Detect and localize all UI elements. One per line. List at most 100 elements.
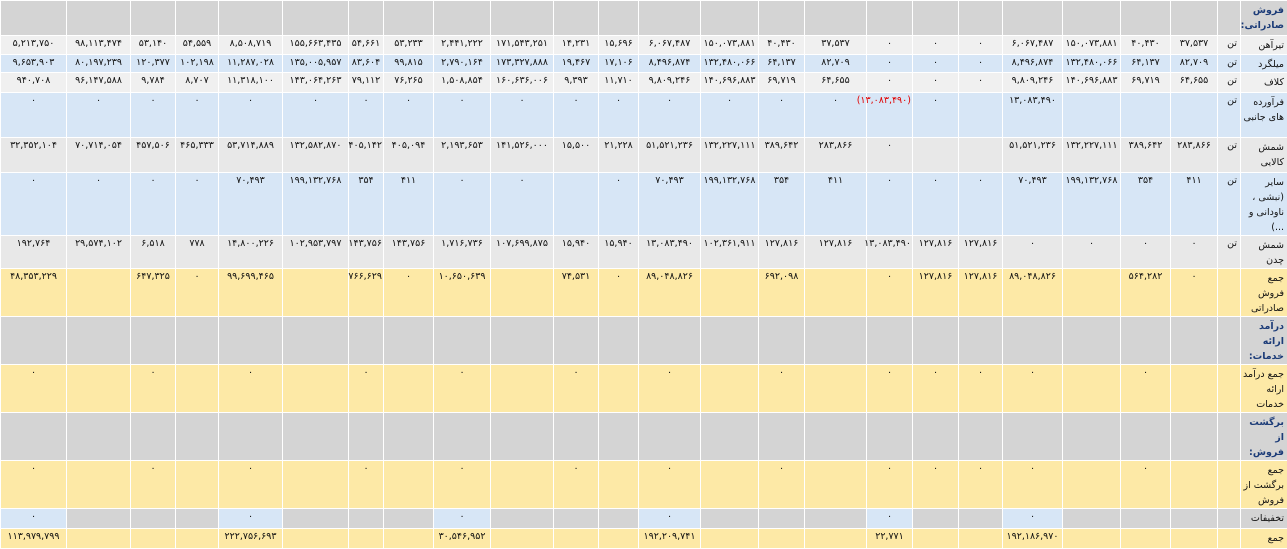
value-cell <box>1063 529 1121 549</box>
value-cell: ۰ <box>913 173 959 236</box>
value-cell: ۰ <box>1063 236 1121 269</box>
value-cell: ۳۵۴ <box>1121 173 1171 236</box>
value-cell: ۳۷,۵۳۷ <box>1171 36 1218 55</box>
value-cell <box>759 1 805 36</box>
value-cell: ۰ <box>867 509 913 529</box>
value-cell: ۲۲,۷۷۱ <box>867 529 913 549</box>
row-label: جمع فروش صادراتی <box>1241 269 1287 317</box>
value-cell <box>805 365 867 413</box>
value-cell: ۲۲۲,۷۵۶,۶۹۳ <box>219 529 283 549</box>
value-cell: ۰ <box>131 173 176 236</box>
value-cell: ۴۰,۴۳۰ <box>1121 36 1171 55</box>
value-cell: ۰ <box>959 73 1003 93</box>
value-cell: ۰ <box>67 173 131 236</box>
value-cell <box>67 509 131 529</box>
value-cell: ۱۹۲,۷۶۴ <box>1 236 67 269</box>
value-cell: ۱۵۰,۰۷۳,۸۸۱ <box>701 36 759 55</box>
value-cell <box>805 529 867 549</box>
value-cell: ۱۷۳,۳۲۷,۸۸۸ <box>491 55 554 73</box>
value-cell: ۵۳,۷۱۴,۸۸۹ <box>219 138 283 173</box>
unit-cell: تن <box>1218 73 1241 93</box>
value-cell: ۱۳,۰۸۳,۴۹۰ <box>867 236 913 269</box>
value-cell: ۱۵,۶۹۶ <box>599 36 639 55</box>
value-cell <box>639 317 701 365</box>
value-cell: ۰ <box>959 173 1003 236</box>
value-cell <box>599 509 639 529</box>
value-cell: ۹,۸۰۹,۲۴۶ <box>1003 73 1063 93</box>
value-cell: ۷۰,۷۱۴,۰۵۴ <box>67 138 131 173</box>
value-cell: ۱۹۹,۱۳۲,۷۶۸ <box>283 173 349 236</box>
section-row: درآمد ارائه خدمات: <box>1 317 1287 365</box>
value-cell: ۸,۴۹۶,۸۷۴ <box>1003 55 1063 73</box>
value-cell <box>599 461 639 509</box>
value-cell <box>959 1 1003 36</box>
value-cell <box>491 509 554 529</box>
value-cell <box>349 413 384 461</box>
value-cell <box>599 529 639 549</box>
value-cell: ۳۵۴ <box>349 173 384 236</box>
value-cell: ۰ <box>959 55 1003 73</box>
value-cell <box>434 317 491 365</box>
value-cell <box>1171 317 1218 365</box>
value-cell: ۵۱,۵۲۱,۲۳۶ <box>639 138 701 173</box>
value-cell <box>701 413 759 461</box>
value-cell: ۰ <box>599 269 639 317</box>
value-cell <box>959 509 1003 529</box>
value-cell: ۰ <box>913 73 959 93</box>
value-cell <box>491 269 554 317</box>
value-cell: ۰ <box>491 93 554 138</box>
value-cell: ۰ <box>219 93 283 138</box>
value-cell: ۰ <box>867 461 913 509</box>
value-cell: (۱۳,۰۸۳,۴۹۰) <box>867 93 913 138</box>
value-cell <box>67 1 131 36</box>
value-cell: ۱۹,۴۶۷ <box>554 55 599 73</box>
value-cell: ۱۲۷,۸۱۶ <box>959 269 1003 317</box>
value-cell <box>759 529 805 549</box>
value-cell: ۱۰۲,۱۹۸ <box>176 55 219 73</box>
value-cell: ۳۵۴ <box>759 173 805 236</box>
value-cell <box>67 269 131 317</box>
value-cell <box>434 413 491 461</box>
row-label: شمش چدن <box>1241 236 1287 269</box>
unit-cell <box>1218 461 1241 509</box>
value-cell: ۹۶,۱۴۷,۵۸۸ <box>67 73 131 93</box>
value-cell: ۵۱,۵۲۱,۲۳۶ <box>1003 138 1063 173</box>
value-cell: ۸۲,۷۰۹ <box>805 55 867 73</box>
value-cell: ۰ <box>131 365 176 413</box>
value-cell: ۰ <box>131 93 176 138</box>
value-cell <box>599 317 639 365</box>
value-cell: ۵۴,۵۵۹ <box>176 36 219 55</box>
value-cell: ۰ <box>349 365 384 413</box>
value-cell: ۰ <box>867 73 913 93</box>
value-cell: ۳۸۹,۶۴۲ <box>759 138 805 173</box>
value-cell <box>1171 365 1218 413</box>
value-cell: ۱۱,۳۱۸,۱۰۰ <box>219 73 283 93</box>
value-cell: ۹۹,۸۱۵ <box>384 55 434 73</box>
value-cell: ۱,۵۰۸,۸۵۴ <box>434 73 491 93</box>
value-cell: ۶,۰۶۷,۴۸۷ <box>1003 36 1063 55</box>
value-cell: ۰ <box>867 365 913 413</box>
value-cell: ۰ <box>959 365 1003 413</box>
value-cell: ۰ <box>554 365 599 413</box>
value-cell: ۱۹۹,۱۳۲,۷۶۸ <box>1063 173 1121 236</box>
value-cell <box>959 529 1003 549</box>
value-cell: ۸۲,۷۰۹ <box>1171 55 1218 73</box>
row-label: میلگرد <box>1241 55 1287 73</box>
value-cell: ۵۳,۲۳۳ <box>384 36 434 55</box>
value-cell <box>1171 509 1218 529</box>
value-cell: ۶۹۲,۰۹۸ <box>759 269 805 317</box>
value-cell: ۹,۶۵۳,۹۰۳ <box>1 55 67 73</box>
value-cell: ۰ <box>491 173 554 236</box>
value-cell: ۰ <box>1 509 67 529</box>
value-cell: ۵۳,۱۴۰ <box>131 36 176 55</box>
value-cell: ۶۴,۱۳۷ <box>759 55 805 73</box>
value-cell: ۱۷۱,۵۴۳,۲۵۱ <box>491 36 554 55</box>
value-cell: ۴۱۱ <box>384 173 434 236</box>
value-cell: ۱۴,۲۳۱ <box>554 36 599 55</box>
value-cell <box>1171 1 1218 36</box>
value-cell <box>384 413 434 461</box>
